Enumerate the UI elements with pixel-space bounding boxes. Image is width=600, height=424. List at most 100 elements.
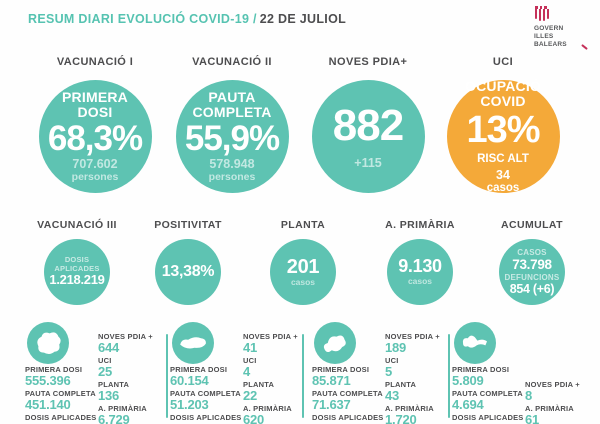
acumulat-casos-label: CASOS [517, 247, 547, 257]
stat-row: DOSIS APLICADES 952.534 [25, 413, 97, 424]
stat-label: PAUTA COMPLETA [170, 389, 241, 399]
kpi-circle-positivitat: 13,38% [155, 239, 221, 305]
stat-row: PRIMERA DOSI 555.396 [25, 365, 97, 388]
stat-label: PLANTA [385, 380, 417, 390]
stat-label: PRIMERA DOSI [452, 365, 510, 374]
kpi-vacunacio-i: VACUNACIÓ I PRIMERA DOSI 68,3% 707.602 p… [30, 56, 160, 193]
stat-row: UCI 4 [243, 356, 307, 379]
stat-row: PAUTA COMPLETA 51.203 [170, 389, 242, 412]
stat-label: DOSIS APLICADES [25, 413, 97, 423]
stat-row: PRIMERA DOSI 85.871 [312, 365, 384, 388]
kpi-header: NOVES PDIA+ [328, 56, 408, 68]
stat-row: A. PRIMÀRIA 61 [525, 404, 589, 424]
kpi-header: PLANTA [280, 219, 326, 231]
stat-row: PRIMERA DOSI 5.809 [452, 365, 524, 388]
stat-value: 4 [243, 364, 251, 380]
stat-col-left: PRIMERA DOSI 555.396 PAUTA COMPLETA 451.… [25, 365, 97, 424]
stat-label: UCI [243, 356, 257, 366]
stat-value: 60.154 [170, 373, 209, 389]
stat-label: PLANTA [98, 380, 130, 390]
kpi-circle-dosis-aplicades: DOSIS APLICADES 1.218.219 [44, 239, 110, 305]
stat-label: DOSIS APLICADES [170, 413, 242, 423]
stat-label: PAUTA COMPLETA [25, 389, 96, 399]
vertical-divider [166, 334, 168, 418]
stat-row: A. PRIMÀRIA 1.720 [385, 404, 449, 424]
island-stats-menorca: PRIMERA DOSI 60.154 PAUTA COMPLETA 51.20… [170, 322, 310, 424]
mallorca-island-icon [27, 322, 69, 364]
stat-value: 85.871 [312, 373, 351, 389]
stat-label: PRIMERA DOSI [170, 365, 228, 374]
kpi-risk-label: RISC ALT [477, 153, 529, 166]
kpi-header: VACUNACIÓ III [37, 219, 117, 231]
stat-value: 555.396 [25, 373, 71, 389]
stat-value: 189 [385, 340, 407, 356]
kpi-a-primaria: A. PRIMÀRIA 9.130 casos [365, 219, 475, 305]
stat-label: NOVES PDIA + [385, 332, 440, 341]
stat-value: 136 [98, 388, 120, 404]
kpi-cases-label: casos [486, 181, 520, 194]
acumulat-defuncions-label: DEFUNCIONS [504, 272, 560, 282]
eivissa-island-icon [314, 322, 356, 364]
stat-value: 9.586 [452, 422, 524, 424]
kpi-planta: PLANTA 201 casos [248, 219, 358, 305]
stat-value: 451.140 [25, 397, 71, 413]
stat-label: A. PRIMÀRIA [525, 404, 574, 414]
kpi-value: 13% [466, 108, 540, 151]
stat-label: A. PRIMÀRIA [385, 404, 434, 414]
stat-row: DOSIS APLICADES 148.836 [312, 413, 384, 424]
kpi-value: 882 [332, 100, 404, 150]
stat-row: PLANTA 136 [98, 380, 162, 403]
kpi-header: VACUNACIÓ I [56, 56, 134, 68]
stat-col-right: NOVES PDIA + 8 A. PRIMÀRIA 61 [525, 380, 589, 424]
stat-row: PRIMERA DOSI 60.154 [170, 365, 242, 388]
stat-row: PAUTA COMPLETA 451.140 [25, 389, 97, 412]
formentera-island-icon [454, 322, 496, 364]
stat-row: UCI 25 [98, 356, 162, 379]
stat-row: NOVES PDIA + 644 [98, 332, 162, 355]
stat-row: PLANTA 43 [385, 380, 449, 403]
kpi-value: 68,3% [47, 119, 143, 159]
page-title: RESUM DIARI EVOLUCIÓ COVID-19 /22 DE JUL… [28, 12, 346, 26]
stat-row: PAUTA COMPLETA 4.694 [452, 389, 524, 412]
island-stats-formentera: PRIMERA DOSI 5.809 PAUTA COMPLETA 4.694 … [452, 322, 592, 424]
kpi-value: 13,38% [161, 263, 215, 281]
kpi-top-label: DOSIS APLICADES [54, 255, 100, 273]
stat-value: 148.836 [312, 422, 384, 424]
stat-row: PLANTA 22 [243, 380, 307, 403]
kpi-header: VACUNACIÓ II [192, 56, 272, 68]
kpi-value: 1.218.219 [49, 272, 105, 288]
stat-label: A. PRIMÀRIA [98, 404, 147, 414]
kpi-uci: UCI OCUPACIÓ COVID 13% RISC ALT 34 casos [438, 56, 568, 194]
stat-row: PAUTA COMPLETA 71.637 [312, 389, 384, 412]
stat-label: NOVES PDIA + [525, 380, 580, 389]
stat-col-left: PRIMERA DOSI 60.154 PAUTA COMPLETA 51.20… [170, 365, 242, 424]
kpi-label: OCUPACIÓ COVID [464, 78, 541, 110]
kpi-vacunacio-ii: VACUNACIÓ II PAUTA COMPLETA 55,9% 578.94… [167, 56, 297, 193]
stat-label: DOSIS APLICADES [312, 413, 384, 423]
stat-value: 952.534 [25, 422, 97, 424]
stat-value: 61 [525, 412, 540, 424]
stat-value: 71.637 [312, 397, 351, 413]
kpi-sub-value: 707.602 [72, 156, 118, 171]
kpi-label: PRIMERA DOSI [62, 88, 128, 120]
kpi-header: UCI [492, 56, 514, 68]
stat-value: 51.203 [170, 397, 209, 413]
title-date: 22 DE JULIOL [259, 12, 347, 26]
kpi-sub-value: 578.948 [209, 156, 255, 171]
stat-row: NOVES PDIA + 189 [385, 332, 449, 355]
stat-col-left: PRIMERA DOSI 85.871 PAUTA COMPLETA 71.63… [312, 365, 384, 424]
stat-value: 644 [98, 340, 120, 356]
island-stats-mallorca: PRIMERA DOSI 555.396 PAUTA COMPLETA 451.… [25, 322, 165, 424]
kpi-noves-pdia: NOVES PDIA+ 882 +115 [303, 56, 433, 193]
stat-row: A. PRIMÀRIA 620 [243, 404, 307, 424]
vertical-divider [302, 334, 304, 418]
kpi-circle-primera-dosi: PRIMERA DOSI 68,3% 707.602 persones [38, 80, 152, 193]
stat-label: NOVES PDIA + [98, 332, 153, 341]
stat-label: PAUTA COMPLETA [312, 389, 383, 399]
menorca-island-icon [172, 322, 214, 364]
stat-label: UCI [98, 356, 112, 366]
stat-label: PAUTA COMPLETA [452, 389, 523, 399]
stat-row: A. PRIMÀRIA 6.729 [98, 404, 162, 424]
stat-col-right: NOVES PDIA + 189 UCI 5 PLANTA 43 A. PRIM… [385, 332, 449, 424]
